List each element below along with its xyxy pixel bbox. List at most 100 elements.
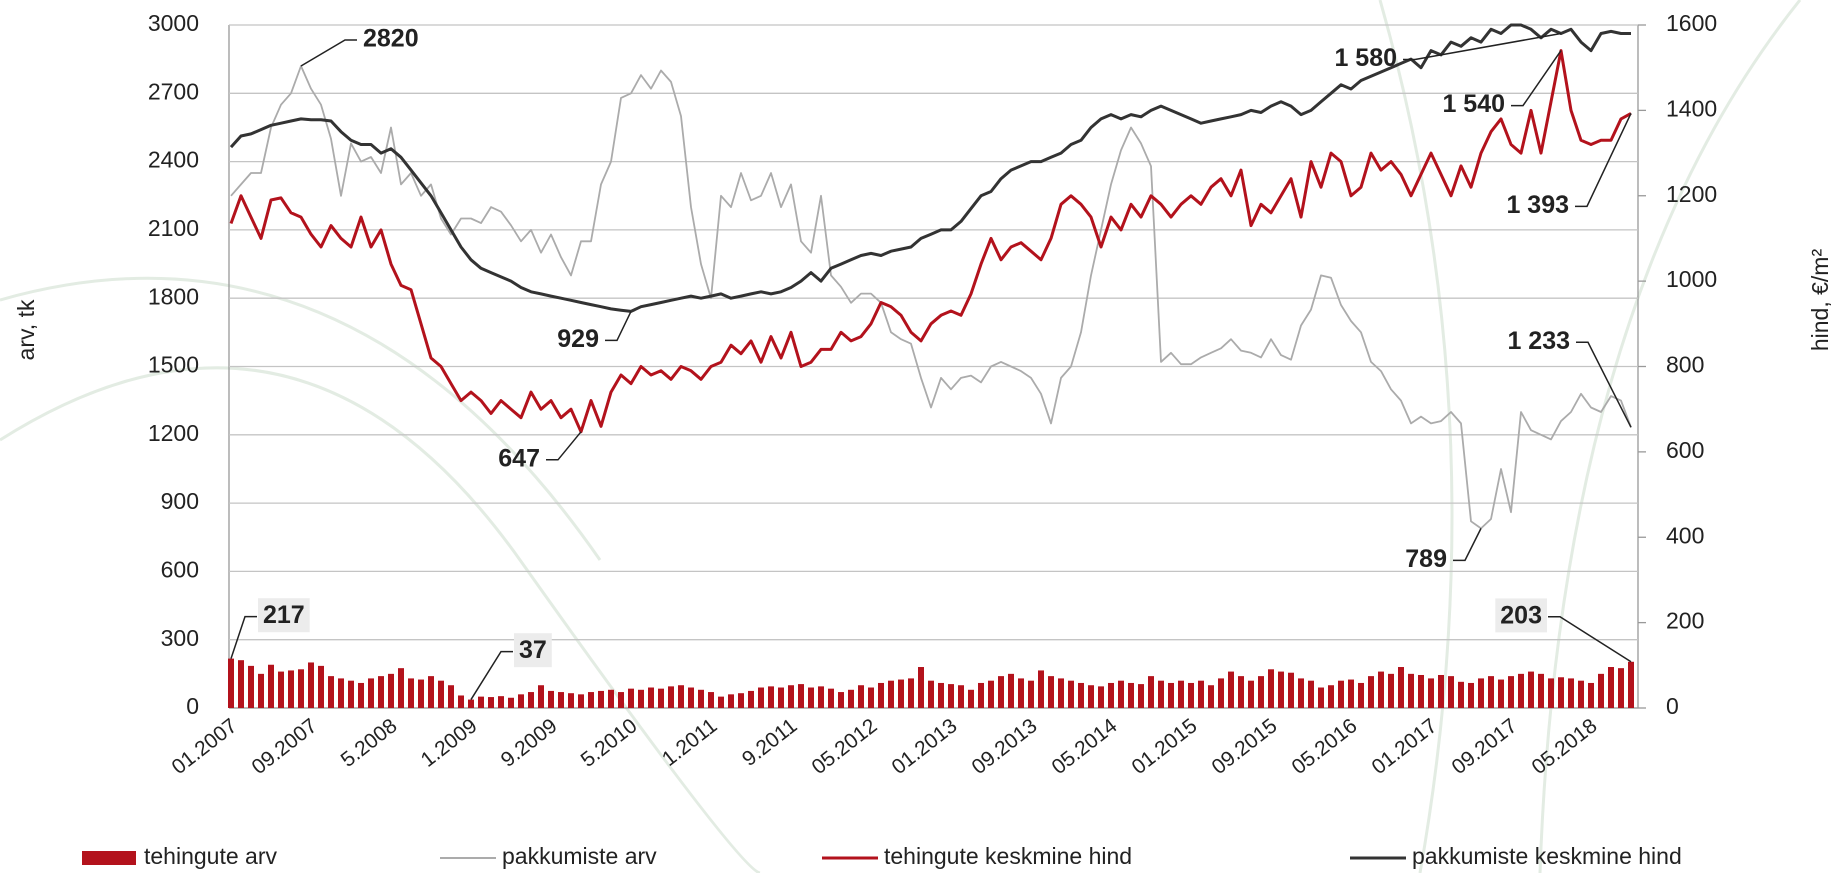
bar (828, 688, 834, 708)
bar (1238, 676, 1244, 708)
y-tick-label: 2100 (148, 215, 199, 241)
bar (1558, 677, 1564, 708)
bar (1108, 682, 1114, 708)
annotation-leader (605, 311, 632, 342)
bar (248, 665, 254, 708)
bar (228, 658, 234, 708)
bar (1368, 676, 1374, 708)
bar (1258, 676, 1264, 708)
bar (338, 678, 344, 708)
decor-arc (1378, 0, 1454, 873)
y-tick-label: 2400 (148, 147, 199, 173)
bar (318, 665, 324, 708)
y-tick-label: 1800 (148, 283, 199, 309)
bar (1038, 670, 1044, 708)
bar (528, 692, 534, 708)
y-tick-label: 600 (161, 556, 199, 582)
bar (898, 679, 904, 708)
bar (1128, 682, 1134, 708)
bar (1058, 678, 1064, 708)
bar (298, 669, 304, 708)
bar (678, 685, 684, 708)
bar (968, 689, 974, 708)
bar (1528, 671, 1534, 708)
data-label: 789 (1405, 545, 1447, 573)
y2-axis-title: hind, €/m² (1807, 249, 1833, 352)
bar (918, 667, 924, 708)
bar (1548, 678, 1554, 708)
bar (798, 684, 804, 708)
x-tick-label: 5.2010 (577, 714, 642, 772)
bar (978, 682, 984, 708)
bar (778, 687, 784, 708)
bar (818, 686, 824, 708)
bar (1378, 671, 1384, 708)
bar (608, 689, 614, 708)
bar (1588, 682, 1594, 708)
bar (268, 664, 274, 708)
annotation-leader (546, 431, 582, 461)
bar (1098, 686, 1104, 708)
data-label-box (1495, 598, 1547, 633)
bar (658, 688, 664, 708)
bar (1568, 678, 1574, 708)
x-tick-label: 09.2015 (1208, 714, 1282, 779)
y-tick-label: 900 (161, 488, 199, 514)
bar (768, 686, 774, 708)
bar (458, 695, 464, 708)
bar (348, 680, 354, 708)
bar (1228, 671, 1234, 708)
bar (1348, 679, 1354, 708)
y-tick-label: 1200 (148, 420, 199, 446)
y-tick-label: 2700 (148, 78, 199, 104)
bar (1448, 676, 1454, 708)
bar (1288, 672, 1294, 708)
legend-label: tehingute keskmine hind (884, 843, 1132, 869)
bar (908, 678, 914, 708)
legend-label: pakkumiste arv (502, 843, 657, 869)
bar (808, 687, 814, 708)
bar (1518, 673, 1524, 708)
bar (388, 673, 394, 708)
x-tick-label: 05.2016 (1288, 714, 1362, 779)
y2-tick-label: 400 (1666, 522, 1704, 548)
annotation-leader (1576, 341, 1632, 428)
bar (1028, 680, 1034, 708)
bar (648, 687, 654, 708)
y-tick-label: 0 (186, 693, 199, 719)
bar (408, 678, 414, 708)
decor-arc (0, 366, 761, 873)
bar (1268, 669, 1274, 708)
x-tick-label: 9.2011 (738, 714, 802, 771)
bar (988, 680, 994, 708)
bar (758, 687, 764, 708)
bar (888, 680, 894, 708)
bar (1298, 678, 1304, 708)
bar (1218, 678, 1224, 708)
data-label: 1 580 (1334, 44, 1397, 72)
bar (398, 668, 404, 708)
data-label: 1 393 (1506, 191, 1569, 219)
annotation-leader (300, 39, 357, 67)
y-tick-label: 1500 (148, 352, 199, 378)
data-label: 1 233 (1507, 327, 1570, 355)
bar (328, 676, 334, 708)
bar (508, 697, 514, 708)
line (230, 65, 1632, 530)
bar (1488, 676, 1494, 708)
y2-tick-label: 1600 (1666, 10, 1717, 36)
bar (1078, 682, 1084, 708)
bar (1408, 673, 1414, 708)
data-label: 1 540 (1442, 90, 1505, 118)
bar (1538, 673, 1544, 708)
x-tick-label: 05.2014 (1048, 714, 1122, 779)
bar (1138, 684, 1144, 708)
x-tick-label: 01.2007 (168, 714, 242, 779)
bar (1248, 680, 1254, 708)
y-tick-label: 3000 (148, 10, 199, 36)
annotation-leader (1403, 32, 1562, 61)
bar (698, 689, 704, 708)
x-tick-label: 09.2017 (1448, 714, 1522, 779)
bar (478, 696, 484, 708)
bar (438, 680, 444, 708)
